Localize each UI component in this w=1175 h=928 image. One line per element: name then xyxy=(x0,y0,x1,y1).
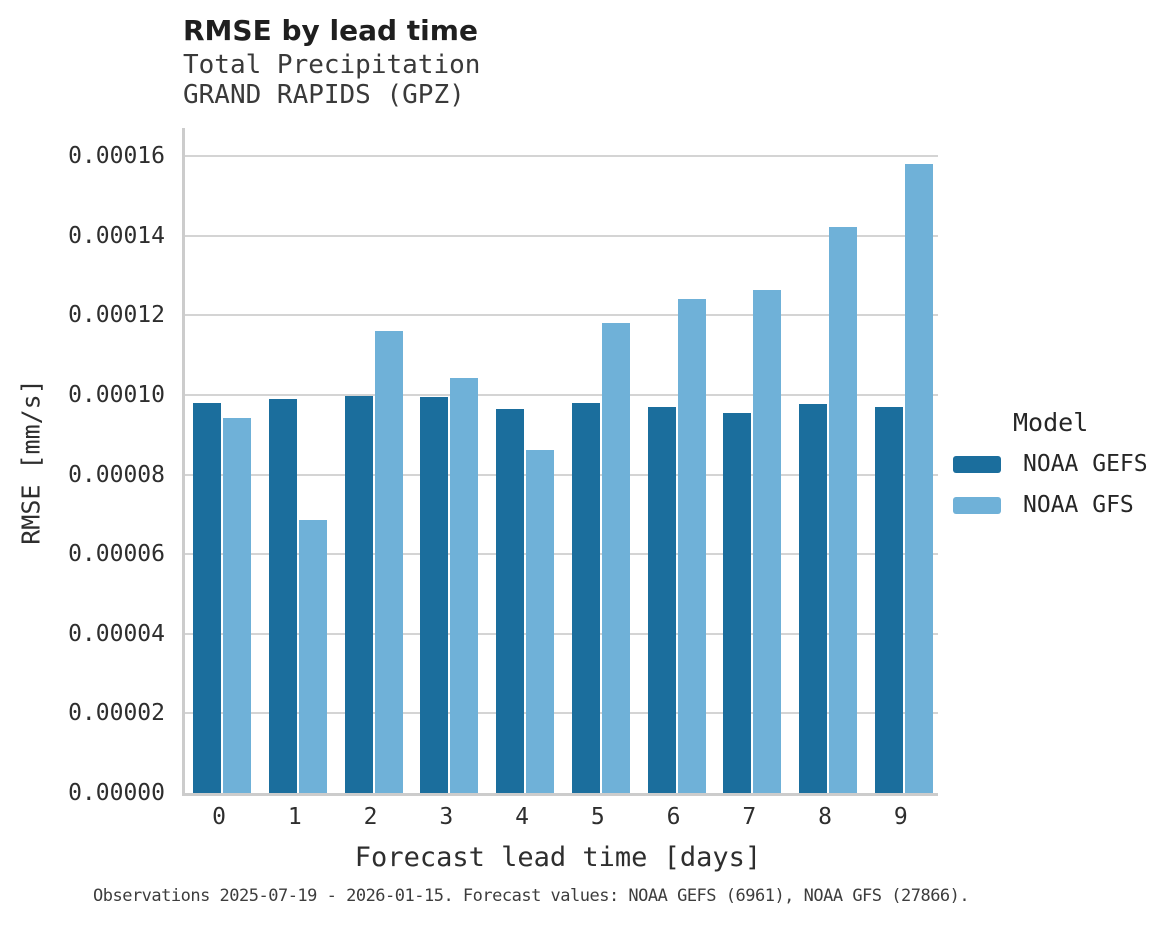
legend: Model NOAA GEFS NOAA GFS xyxy=(953,408,1168,533)
gridline xyxy=(185,234,938,237)
gridline xyxy=(185,314,938,317)
bar-noaa-gefs-day2 xyxy=(344,395,373,793)
bar-noaa-gefs-day8 xyxy=(799,404,827,793)
x-tick-label: 9 xyxy=(893,804,908,830)
y-tick-label: 0.00000 xyxy=(68,780,165,806)
figure-caption: Observations 2025-07-19 - 2026-01-15. Fo… xyxy=(93,886,970,906)
y-axis-tick-labels: 0.00000 0.00002 0.00004 0.00006 0.00008 0.000… xyxy=(0,128,165,806)
x-axis-title: Forecast lead time [days] xyxy=(354,842,762,873)
bar-noaa-gfs-day8 xyxy=(829,226,857,793)
legend-label-gfs: NOAA GFS xyxy=(1023,492,1134,518)
bar-noaa-gefs-day4 xyxy=(496,408,524,793)
bar-noaa-gfs-day6 xyxy=(677,299,706,793)
bar-noaa-gfs-day1 xyxy=(298,520,327,793)
bar-noaa-gefs-day1 xyxy=(268,398,297,793)
y-tick-label: 0.00008 xyxy=(68,461,165,488)
chart-subtitle: Total Precipitation GRAND RAPIDS (GPZ) xyxy=(183,50,480,110)
bar-noaa-gfs-day4 xyxy=(526,449,554,793)
gridline xyxy=(185,394,938,396)
bar-noaa-gfs-day0 xyxy=(223,418,251,793)
plot-area xyxy=(182,128,938,796)
legend-title: Model xyxy=(1013,408,1089,437)
bar-noaa-gfs-day7 xyxy=(753,289,782,793)
gridline xyxy=(185,712,938,715)
bar-noaa-gefs-day6 xyxy=(647,406,676,793)
bar-noaa-gefs-day9 xyxy=(874,406,903,793)
legend-swatch-gfs xyxy=(953,496,1001,514)
subtitle-variable: Total Precipitation xyxy=(183,50,481,80)
x-tick-label: 1 xyxy=(287,804,302,830)
bar-noaa-gefs-day7 xyxy=(723,412,752,793)
y-tick-label: 0.00010 xyxy=(68,382,165,408)
x-tick-label: 6 xyxy=(666,804,681,830)
bar-noaa-gefs-day0 xyxy=(193,402,221,793)
gridline xyxy=(185,473,938,476)
y-tick-label: 0.00016 xyxy=(68,143,165,170)
subtitle-station: GRAND RAPIDS (GPZ) xyxy=(183,80,465,110)
legend-item-gfs: NOAA GFS xyxy=(953,492,1168,518)
x-tick-label: 5 xyxy=(590,804,605,830)
x-tick-label: 8 xyxy=(818,804,832,830)
bar-noaa-gfs-day9 xyxy=(904,164,933,793)
bar-noaa-gefs-day5 xyxy=(571,403,600,793)
y-tick-label: 0.00002 xyxy=(68,700,165,727)
bar-noaa-gfs-day2 xyxy=(374,331,403,793)
x-tick-label: 3 xyxy=(439,804,454,830)
bar-noaa-gefs-day3 xyxy=(420,397,449,793)
chart-title: RMSE by lead time xyxy=(183,14,478,47)
gridline xyxy=(185,553,938,556)
x-axis-tick-labels: 0 1 2 3 4 5 6 7 8 9 xyxy=(182,803,935,833)
gridline xyxy=(185,632,938,635)
legend-swatch-gefs xyxy=(953,455,1001,473)
bar-noaa-gfs-day5 xyxy=(601,322,630,793)
y-tick-label: 0.00012 xyxy=(68,302,165,329)
legend-label-gefs: NOAA GEFS xyxy=(1023,451,1148,477)
gridline xyxy=(185,155,938,158)
x-tick-label: 4 xyxy=(515,804,529,830)
x-tick-label: 2 xyxy=(363,804,378,830)
y-tick-label: 0.00006 xyxy=(68,541,165,568)
bar-noaa-gfs-day3 xyxy=(450,377,479,793)
y-tick-label: 0.00014 xyxy=(68,222,165,249)
x-tick-label: 0 xyxy=(212,804,226,830)
x-tick-label: 7 xyxy=(742,804,757,830)
legend-item-gefs: NOAA GEFS xyxy=(953,451,1168,477)
y-tick-label: 0.00004 xyxy=(68,620,165,647)
